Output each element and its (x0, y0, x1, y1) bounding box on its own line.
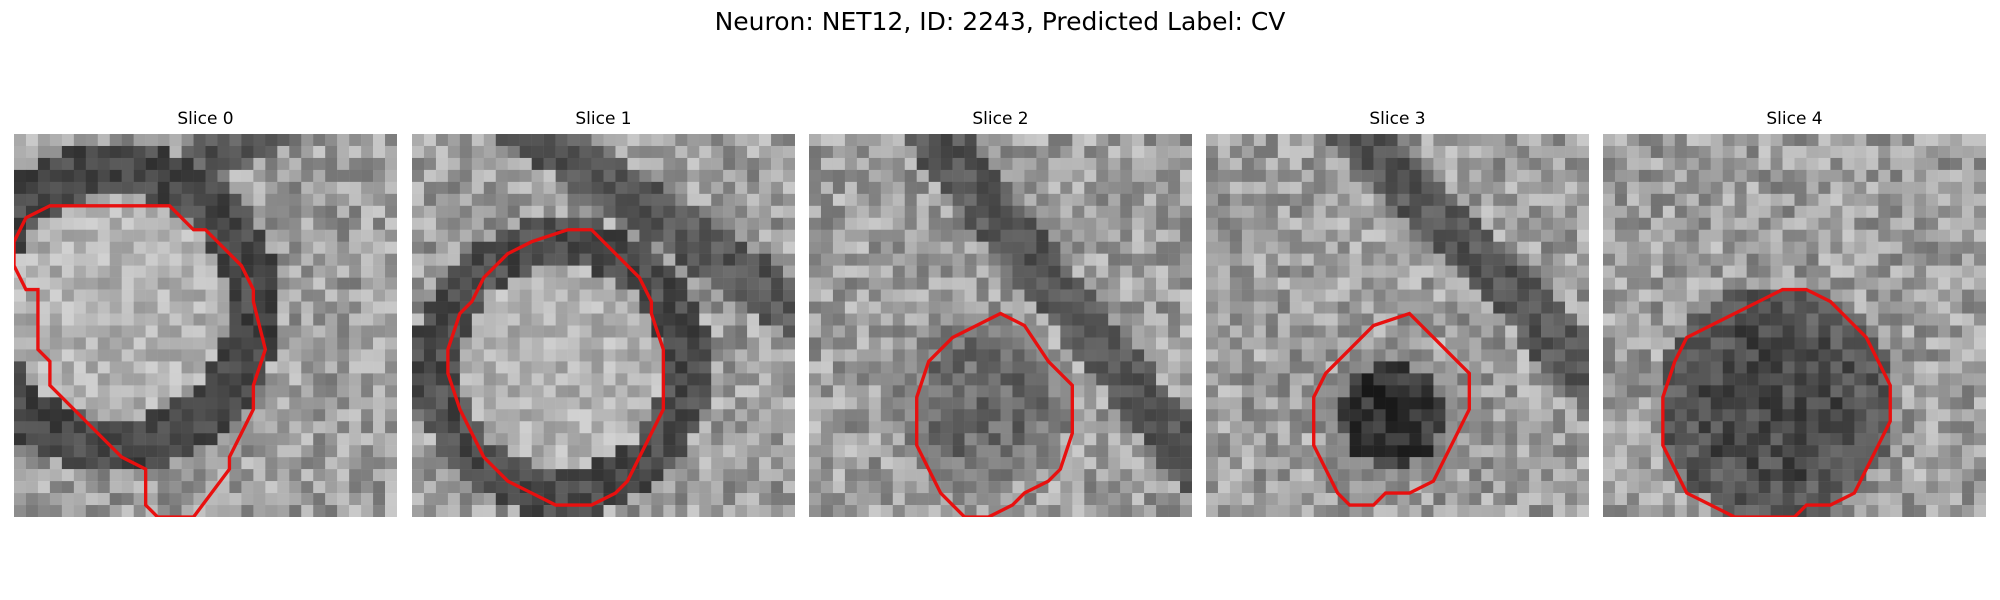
slice-title-3: Slice 3 (1369, 109, 1426, 129)
slice-panel-3: Slice 3 (1206, 108, 1589, 517)
slice-panel-4: Slice 4 (1603, 108, 1986, 517)
slice-panel-0: Slice 0 (14, 108, 397, 517)
slice-title-0: Slice 0 (177, 109, 234, 129)
slice-panel-1: Slice 1 (412, 108, 795, 517)
slice-image-1 (412, 134, 795, 517)
slice-title-4: Slice 4 (1766, 109, 1823, 129)
segmentation-outline (915, 311, 1074, 517)
segmentation-outline (1661, 287, 1892, 517)
slice-title-1: Slice 1 (575, 109, 632, 129)
slice-image-3 (1206, 134, 1589, 517)
segmentation-outline (446, 228, 666, 507)
slice-image-4 (1603, 134, 1986, 517)
segmentation-outline (1312, 311, 1471, 507)
slice-title-2: Slice 2 (972, 109, 1029, 129)
segmentation-outline (14, 204, 268, 517)
slice-image-0 (14, 134, 397, 517)
slice-image-2 (809, 134, 1192, 517)
figure-title: Neuron: NET12, ID: 2243, Predicted Label… (714, 7, 1286, 36)
slice-panel-2: Slice 2 (809, 108, 1192, 517)
